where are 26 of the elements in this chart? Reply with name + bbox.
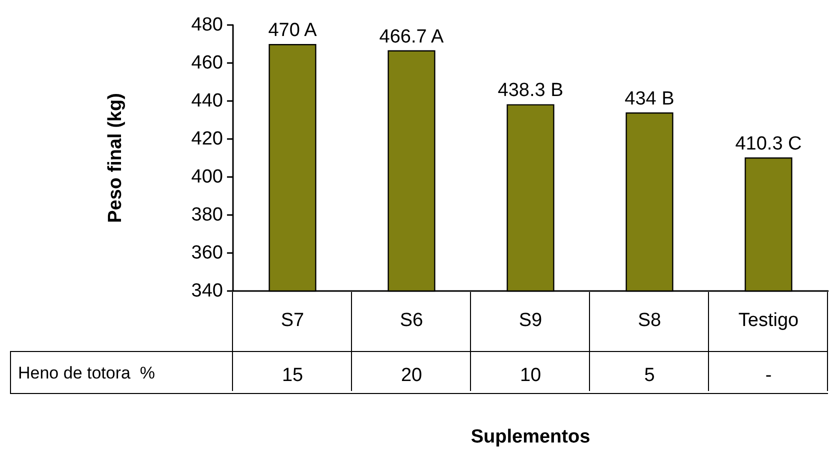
- x-tick-label: S9: [518, 310, 542, 331]
- data-label: 466.7 A: [379, 26, 444, 48]
- y-tick-label: 420: [191, 128, 223, 150]
- text: 5: [644, 365, 655, 386]
- data-label: 470 A: [268, 20, 318, 41]
- data-label: 410.3 C: [735, 133, 802, 154]
- y-tick-label: 440: [191, 90, 223, 112]
- y-tick-label: 480: [191, 14, 223, 36]
- data-label: 434 B: [624, 88, 674, 110]
- text: -: [765, 365, 772, 386]
- text: 10: [520, 365, 542, 386]
- x-tick-label: S7: [280, 310, 304, 331]
- y-tick-label: 460: [191, 52, 223, 74]
- x-tick-label: Testigo: [738, 310, 799, 331]
- x-tick-label: S8: [638, 310, 662, 331]
- data-label: 438.3 B: [498, 80, 564, 102]
- y-tick-label: 400: [191, 166, 223, 188]
- text: 20: [400, 365, 422, 386]
- text: Suplementos: [470, 426, 590, 448]
- x-tick-label: S6: [400, 310, 424, 331]
- text: 15: [282, 365, 304, 386]
- y-axis-title: Peso final (kg): [105, 93, 126, 223]
- text: Heno de totora %: [18, 364, 156, 382]
- y-tick-label: 340: [191, 280, 223, 302]
- y-tick-label: 380: [191, 204, 223, 226]
- y-tick-label: 360: [191, 242, 223, 264]
